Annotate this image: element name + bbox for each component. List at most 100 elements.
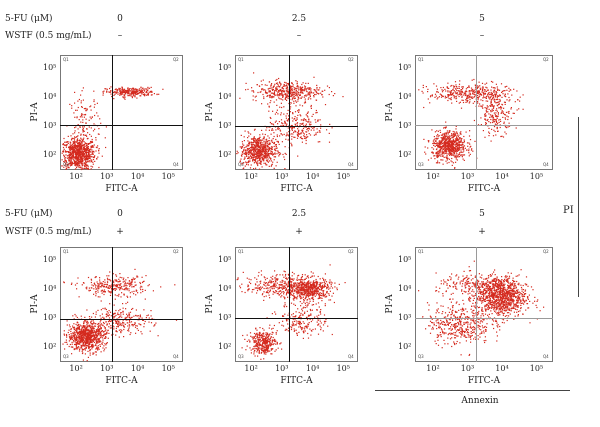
- scatter-point: [131, 88, 133, 90]
- scatter-point: [128, 95, 130, 97]
- scatter-point: [249, 158, 251, 160]
- scatter-point: [123, 91, 125, 93]
- scatter-point: [64, 150, 66, 152]
- scatter-point: [143, 94, 145, 96]
- scatter-point: [266, 142, 268, 144]
- scatter-point: [131, 92, 133, 94]
- scatter-point: [68, 151, 70, 154]
- scatter-point: [140, 86, 142, 88]
- scatter-point: [82, 130, 85, 132]
- scatter-point: [92, 161, 94, 163]
- scatter-point: [94, 103, 96, 106]
- scatter-point: [97, 156, 99, 158]
- scatter-point: [61, 152, 63, 154]
- scatter-point: [81, 145, 83, 147]
- scatter-point: [84, 150, 86, 152]
- scatter-point: [80, 160, 82, 162]
- top-sign-1: –: [296, 31, 302, 41]
- scatter-point: [127, 95, 129, 97]
- scatter-point: [71, 152, 73, 154]
- scatter-point: [77, 160, 79, 162]
- scatter-point: [249, 151, 251, 153]
- scatter-point: [84, 165, 86, 167]
- scatter-point: [77, 135, 79, 137]
- scatter-point: [77, 165, 79, 167]
- scatter-point: [62, 146, 65, 149]
- scatter-point: [76, 159, 78, 161]
- scatter-point: [70, 135, 72, 137]
- scatter-point: [74, 151, 76, 153]
- scatter-point: [65, 160, 67, 162]
- scatter-point: [87, 165, 89, 168]
- scatter-point: [72, 152, 74, 154]
- scatter-point: [64, 158, 66, 160]
- scatter-point: [86, 109, 88, 111]
- scatter-point: [267, 161, 269, 163]
- scatter-point: [75, 109, 77, 111]
- scatter-point: [133, 90, 135, 92]
- scatter-point: [93, 156, 95, 159]
- bottom-sign-0: +: [116, 227, 124, 237]
- scatter-point: [72, 148, 74, 150]
- scatter-point: [77, 163, 79, 165]
- scatter-point: [121, 93, 123, 95]
- scatter-point: [91, 116, 93, 118]
- scatter-point: [103, 90, 105, 92]
- scatter-point: [74, 163, 76, 165]
- scatter-point: [73, 161, 75, 163]
- scatter-point: [77, 157, 80, 160]
- scatter-point: [124, 90, 126, 92]
- scatter-point: [74, 164, 77, 166]
- scatter-point: [149, 90, 151, 92]
- scatter-point: [72, 133, 74, 135]
- scatter-point: [93, 106, 95, 108]
- scatter-point: [78, 160, 80, 163]
- scatter-point: [82, 168, 84, 170]
- scatter-point: [134, 96, 136, 98]
- scatter-point: [80, 114, 83, 116]
- scatter-point: [70, 163, 72, 165]
- bottom-col-1: 2.5: [291, 209, 307, 219]
- scatter-point: [69, 153, 72, 155]
- scatter-point: [80, 137, 82, 139]
- scatter-point: [83, 143, 86, 146]
- gate-vertical-line: [111, 55, 113, 170]
- scatter-point: [67, 135, 69, 137]
- scatter-point: [75, 162, 77, 164]
- scatter-point: [83, 154, 85, 156]
- scatter-point: [93, 156, 95, 158]
- scatter-point: [147, 88, 149, 90]
- scatter-point: [72, 154, 74, 156]
- scatter-point: [139, 91, 141, 93]
- scatter-point: [90, 105, 92, 107]
- scatter-point: [81, 160, 83, 162]
- scatter-point: [70, 142, 72, 144]
- scatter-point: [75, 146, 77, 148]
- scatter-point: [87, 132, 89, 134]
- scatter-point: [153, 93, 155, 95]
- scatter-point: [71, 147, 73, 150]
- scatter-point: [78, 145, 81, 147]
- scatter-point: [110, 90, 112, 92]
- scatter-point: [118, 89, 121, 91]
- scatter-point: [130, 95, 132, 97]
- scatter-point: [137, 92, 140, 94]
- scatter-point: [68, 163, 70, 165]
- scatter-point: [91, 145, 93, 147]
- scatter-point: [273, 159, 275, 161]
- scatter-point: [76, 149, 78, 151]
- scatter-point: [87, 156, 89, 158]
- scatter-point: [85, 148, 87, 150]
- scatter-point: [76, 139, 78, 141]
- scatter-point: [125, 90, 127, 92]
- scatter-point: [86, 128, 88, 130]
- scatter-point: [96, 102, 98, 104]
- scatter-point: [82, 114, 84, 116]
- scatter-point: [124, 95, 126, 97]
- scatter-point: [69, 103, 71, 105]
- scatter-point: [75, 145, 77, 147]
- bottom-col-2: 5: [479, 209, 485, 219]
- scatter-point: [85, 122, 87, 124]
- scatter-point: [72, 149, 74, 151]
